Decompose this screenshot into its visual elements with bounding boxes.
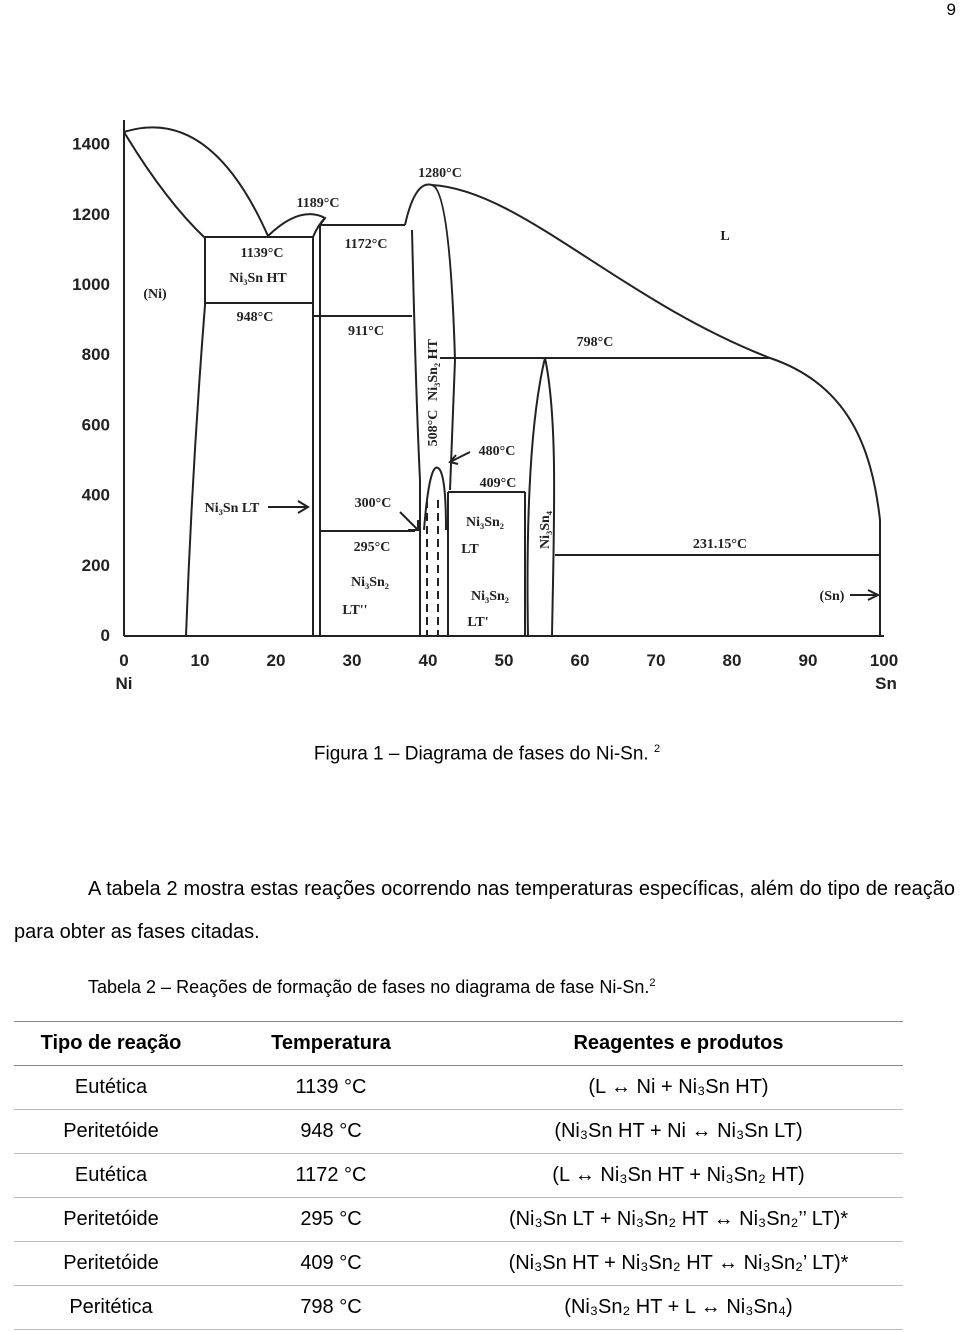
diagram-label: LT'' [342,603,367,618]
table-row: Peritetóide 948 °C (Ni₃Sn HT + Ni ↔ Ni₃Sn … [14,1109,903,1154]
y-tick-label: 1200 [72,205,110,224]
y-tick-label: 400 [82,486,110,505]
diagram-label: 1139°C [241,246,284,261]
figure-caption: Figura 1 – Diagrama de fases do Ni-Sn. 2 [0,743,960,765]
table-cell: Eutética [14,1153,208,1198]
table-cell: (L ↔ Ni₃Sn HT + Ni₃Sn₂ HT) [454,1153,903,1198]
x-tick-label: 80 [723,651,742,670]
diagram-label: 911°C [348,324,384,339]
table-row: Peritetóide 409 °C (Ni₃Sn HT + Ni₃Sn₂ HT ↔… [14,1241,903,1286]
x-tick-label: 50 [495,651,514,670]
table-row: Eutética 1139 °C (L ↔ Ni + Ni₃Sn HT) [14,1065,903,1110]
diagram-label: Ni₃Sn₂ HT [426,338,441,400]
table-row: Peritetóide 295 °C (Ni₃Sn LT + Ni₃Sn₂ HT ↔… [14,1197,903,1242]
diagram-label: 1280°C [418,166,462,181]
table-cell: Peritética [14,1285,208,1330]
table: Tipo de reação Temperatura Reagentes e pro… [14,1021,903,1330]
diagram-label: LT [461,542,479,557]
diagram-label: 295°C [354,540,391,555]
table-cell: 948 °C [208,1109,454,1154]
y-tick-label: 800 [82,345,110,364]
table-cell: (Ni₃Sn HT + Ni₃Sn₂ HT ↔ Ni₃Sn₂’ LT)* [454,1241,903,1286]
x-tick-label: 20 [267,651,286,670]
table-caption-ref: 2 [649,977,656,989]
y-tick-label: 1000 [72,275,110,294]
x-tick-label: 60 [571,651,590,670]
table-cell: Peritetóide [14,1109,208,1154]
diagram-label: Ni₃Sn HT [229,271,287,286]
diagram-lines [123,120,884,637]
y-tick-label: 200 [82,556,110,575]
y-tick-label: 0 [101,626,110,645]
table-caption: Tabela 2 – Reações de formação de fases … [88,977,655,998]
diagram-label: Ni₃Sn₂ [471,589,509,604]
caption-text: Figura 1 – Diagrama de fases do Ni-Sn. [313,743,649,765]
y-tick-label: 1400 [72,135,110,154]
x-tick-label: 90 [799,651,818,670]
table-body: Eutética 1139 °C (L ↔ Ni + Ni₃Sn HT) Perite… [14,1065,903,1330]
table-caption-text: Tabela 2 – Reações de formação de fases … [88,977,650,997]
x-tick-label: 70 [647,651,666,670]
diagram-label: 300°C [355,496,392,511]
table-cell: (Ni₃Sn₂ HT + L ↔ Ni₃Sn₄) [454,1285,903,1330]
diagram-label: 798°C [577,335,614,350]
diagram-label: L [720,229,729,244]
diagram-label: LT' [467,615,488,630]
diagram-label: 508°C [426,410,441,447]
x-tick-label: 10 [191,651,210,670]
diagram-label: (Ni) [143,287,167,302]
x-end-label: Sn [875,674,897,693]
x-tick-label: 0 [119,651,128,670]
table-cell: 409 °C [208,1241,454,1286]
diagram-label: Ni₃Sn LT [205,501,260,516]
table-cell: Eutética [14,1065,208,1110]
diagram-label: 1172°C [345,237,388,252]
table-cell: 295 °C [208,1197,454,1242]
diagram-label: Ni₃Sn₂ [351,575,389,590]
table-header: Tipo de reação Temperatura Reagentes e pro… [14,1021,903,1066]
diagram-label: 409°C [480,476,517,491]
x-tick-label: 100 [870,651,898,670]
header-cell: Tipo de reação [14,1021,208,1066]
diagram-label: (Sn) [820,589,845,604]
diagram-label: 231.15°C [693,537,747,552]
header-cell: Temperatura [208,1021,454,1066]
diagram-label: Ni₃Sn₄ [538,510,553,549]
table-cell: (L ↔ Ni + Ni₃Sn HT) [454,1065,903,1110]
table-cell: (Ni₃Sn LT + Ni₃Sn₂ HT ↔ Ni₃Sn₂’’ LT)* [454,1197,903,1242]
table-cell: Peritetóide [14,1197,208,1242]
diagram-label: 948°C [237,310,274,325]
y-tick-label: 600 [82,415,110,434]
page-number: 9 [946,0,956,19]
diagram-label: 1189°C [297,196,340,211]
header-cell: Reagentes e produtos [454,1021,903,1066]
x-tick-label: 30 [343,651,362,670]
table-cell: (Ni₃Sn HT + Ni ↔ Ni₃Sn LT) [454,1109,903,1154]
table-row: Peritética 798 °C (Ni₃Sn₂ HT + L ↔ Ni₃Sn₄) [14,1285,903,1330]
table-cell: 798 °C [208,1285,454,1330]
x-end-label: Ni [116,674,133,693]
table-cell: 1139 °C [208,1065,454,1110]
diagram-label: Ni₃Sn₂ [466,515,504,530]
diagram-label: 480°C [479,444,516,459]
x-tick-label: 40 [419,651,438,670]
caption-ref: 2 [653,743,661,755]
paragraph: A tabela 2 mostra estas reações ocorrend… [14,878,955,943]
phase-diagram: 0 200 400 600 800 1000 1200 1400 0 10 20 30 40 50 60 70… [72,120,898,693]
table-cell: 1172 °C [208,1153,454,1198]
table-cell: Peritetóide [14,1241,208,1286]
table-row: Eutética 1172 °C (L ↔ Ni₃Sn HT + Ni₃Sn₂ HT… [14,1153,903,1198]
